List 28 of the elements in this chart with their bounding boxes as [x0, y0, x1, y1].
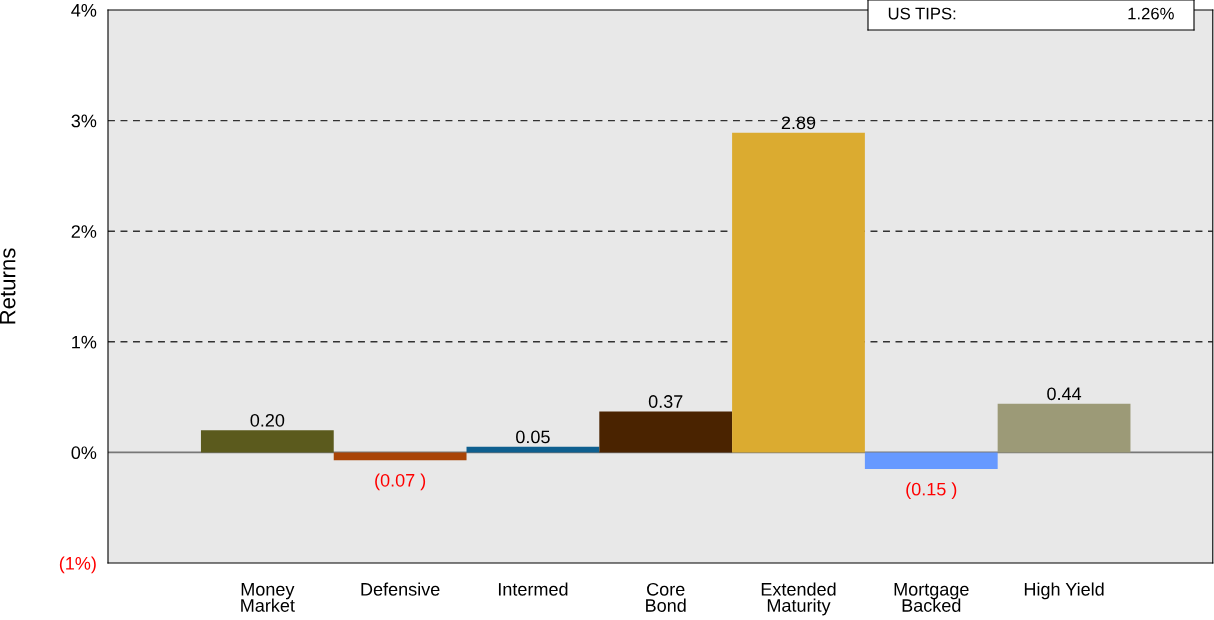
data-label: (0.15 ) — [906, 482, 957, 500]
x-tick-label: Core Bond — [646, 582, 686, 612]
y-axis-title: Returns — [0, 248, 16, 324]
y-tick-label: 3% — [71, 114, 97, 128]
bar — [997, 403, 1131, 453]
y-tick-label: (1%) — [59, 556, 96, 574]
bar — [466, 446, 600, 453]
bar — [732, 132, 865, 453]
y-tick-label: 1% — [72, 335, 97, 349]
x-tick-label: Intermed — [498, 582, 568, 596]
bar — [599, 411, 733, 453]
x-tick-label: Money Market — [241, 583, 295, 612]
x-tick-label: Extended Maturity — [761, 582, 836, 616]
x-tick-label: Defensive — [361, 582, 440, 596]
y-tick-label: 2% — [71, 225, 97, 238]
bar — [200, 430, 334, 453]
data-label: 0.20 — [250, 413, 285, 427]
bar — [864, 452, 998, 469]
data-label: 0.44 — [1047, 387, 1082, 401]
y-tick-label: 0% — [71, 446, 97, 460]
y-tick-label: 4% — [71, 4, 97, 17]
data-label: 0.05 — [516, 430, 550, 444]
x-tick-label: High Yield — [1024, 582, 1104, 600]
data-label: 2.89 — [781, 116, 816, 130]
bar — [333, 452, 467, 461]
data-label: 0.37 — [648, 395, 683, 408]
x-tick-label: Mortgage Backed — [894, 583, 969, 612]
data-label: (0.07 ) — [375, 473, 426, 491]
